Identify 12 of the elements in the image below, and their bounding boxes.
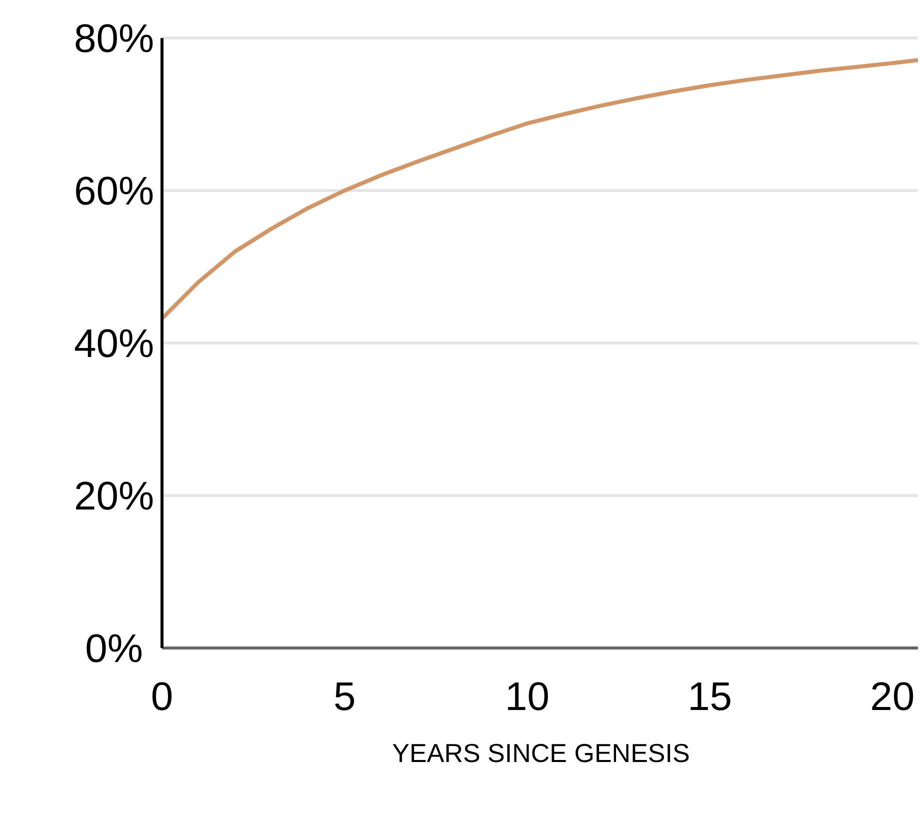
y-tick-label: 40% bbox=[74, 322, 154, 366]
x-tick-label: 10 bbox=[504, 675, 550, 719]
y-tick-label: 0% bbox=[85, 627, 143, 671]
x-tick-label: 5 bbox=[333, 675, 356, 719]
y-tick-label: 60% bbox=[74, 170, 154, 214]
x-tick-label: 20 bbox=[870, 675, 915, 719]
y-tick-label: 20% bbox=[74, 474, 154, 518]
x-tick-label: 15 bbox=[688, 675, 732, 719]
x-axis-title: YEARS SINCE GENESIS bbox=[391, 738, 691, 769]
x-tick-label: 0 bbox=[150, 675, 174, 719]
y-tick-label: 80% bbox=[74, 17, 154, 61]
line-series bbox=[162, 58, 918, 321]
